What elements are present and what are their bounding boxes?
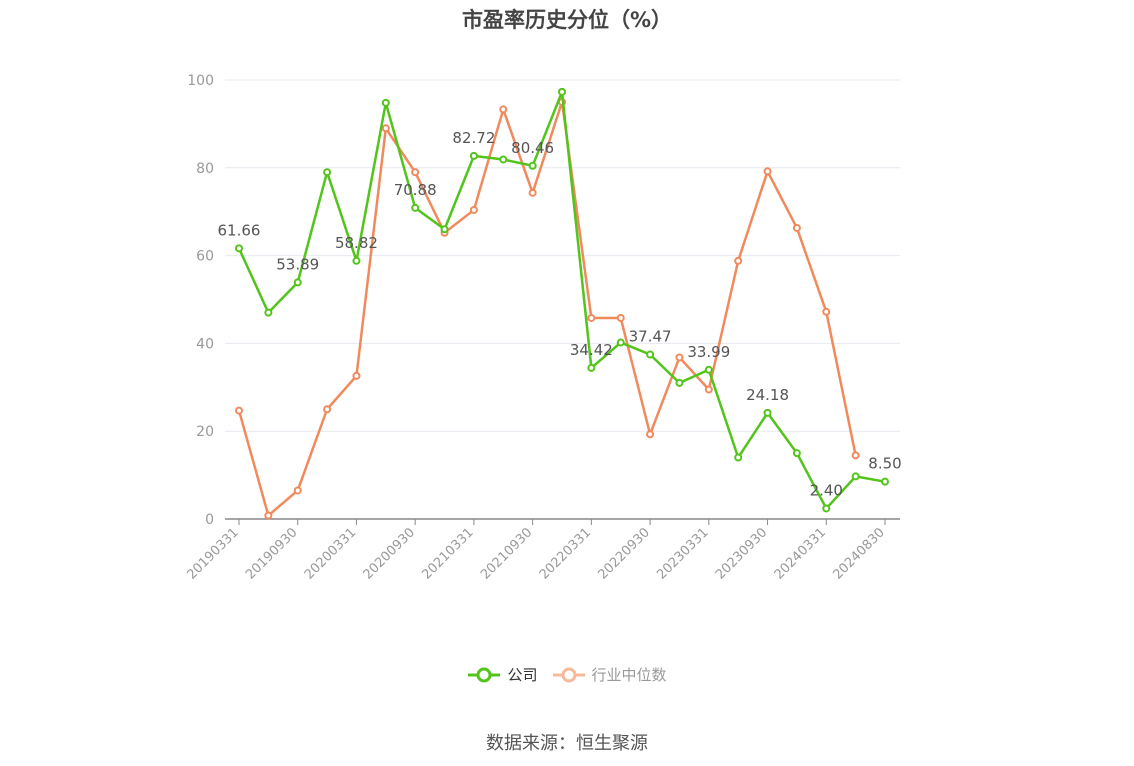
company-data-point <box>499 155 508 164</box>
data-label: 8.50 <box>868 455 901 473</box>
company-data-point <box>822 504 831 513</box>
x-tick-label: 20240331 <box>772 525 829 582</box>
y-tick-label: 40 <box>196 336 214 352</box>
data-label: 80.46 <box>511 139 554 157</box>
x-tick-label: 20210930 <box>478 525 535 582</box>
company-data-point <box>881 477 889 486</box>
data-label: 24.18 <box>746 386 789 404</box>
industry-data-point <box>851 451 860 460</box>
industry-data-point <box>411 168 420 177</box>
x-tick-label: 20220331 <box>537 525 594 582</box>
company-data-point <box>792 449 801 458</box>
company-data-point <box>704 365 713 374</box>
data-label: 2.40 <box>810 481 843 499</box>
y-tick-label: 60 <box>196 249 214 265</box>
industry-data-point <box>616 313 625 322</box>
company-data-point <box>440 225 449 234</box>
x-tick-label: 20220930 <box>596 525 653 582</box>
company-series-line <box>237 90 886 510</box>
industry-data-point <box>352 371 361 380</box>
chart-title: 市盈率历史分位（%） <box>461 8 673 32</box>
company-data-point <box>411 203 420 212</box>
y-tick-label: 0 <box>205 512 214 528</box>
company-data-point <box>293 278 302 287</box>
y-tick-label: 100 <box>187 73 214 89</box>
data-label: 82.72 <box>452 129 495 147</box>
chart-legend: 公司 行业中位数 <box>0 664 1134 685</box>
company-data-point <box>381 98 390 107</box>
company-data-point <box>616 338 625 347</box>
industry-data-point <box>293 486 302 495</box>
industry-data-point <box>469 205 478 214</box>
industry-data-point <box>528 188 537 197</box>
company-data-point <box>352 256 361 265</box>
industry-data-point <box>323 405 332 414</box>
industry-data-point <box>264 511 273 520</box>
company-data-point <box>235 244 243 253</box>
data-label: 58.82 <box>335 234 378 252</box>
industry-data-point <box>704 385 713 394</box>
industry-data-point <box>499 105 508 114</box>
company-data-point <box>528 161 537 170</box>
x-tick-label: 20240830 <box>830 525 887 582</box>
company-data-point <box>323 168 332 177</box>
industry-data-point <box>822 307 831 316</box>
industry-series-line <box>237 100 857 517</box>
x-tick-label: 20230331 <box>654 525 711 582</box>
industry-data-point <box>235 406 243 415</box>
data-source: 数据来源：恒生聚源 <box>486 733 648 754</box>
company-line-marker-icon <box>468 667 501 682</box>
company-data-point <box>264 308 273 317</box>
data-label: 37.47 <box>629 328 672 346</box>
y-tick-label: 20 <box>196 424 214 440</box>
legend-item-company[interactable]: 公司 <box>467 664 538 685</box>
x-tick-label: 20190331 <box>184 525 241 582</box>
industry-line-marker-icon <box>552 667 585 682</box>
industry-data-point <box>646 430 655 439</box>
industry-data-point <box>792 223 801 232</box>
industry-data-point <box>381 124 390 133</box>
company-data-point <box>734 453 743 462</box>
data-label: 70.88 <box>394 181 437 199</box>
y-tick-label: 80 <box>196 161 214 177</box>
data-label: 61.66 <box>218 221 261 239</box>
x-tick-label: 20190930 <box>243 525 300 582</box>
x-tick-label: 20200930 <box>361 525 418 582</box>
x-tick-label: 20230930 <box>713 525 770 582</box>
legend-label-company: 公司 <box>507 666 538 684</box>
company-data-point <box>558 87 566 96</box>
company-data-point <box>675 378 684 387</box>
x-tick-label: 20200331 <box>302 525 359 582</box>
x-tick-label: 20210331 <box>419 525 476 582</box>
industry-data-point <box>675 353 684 362</box>
industry-data-point <box>734 256 743 265</box>
data-label: 34.42 <box>570 341 613 359</box>
data-label: 33.99 <box>687 343 730 361</box>
data-label: 53.89 <box>276 255 319 273</box>
industry-data-point <box>763 167 772 176</box>
legend-label-industry: 行业中位数 <box>591 666 667 684</box>
company-data-point <box>469 151 478 160</box>
company-data-point <box>646 350 655 359</box>
company-data-point <box>763 408 772 417</box>
company-data-point <box>587 363 596 372</box>
industry-data-point <box>587 313 596 322</box>
legend-item-industry[interactable]: 行业中位数 <box>552 664 667 685</box>
company-data-point <box>851 472 860 481</box>
